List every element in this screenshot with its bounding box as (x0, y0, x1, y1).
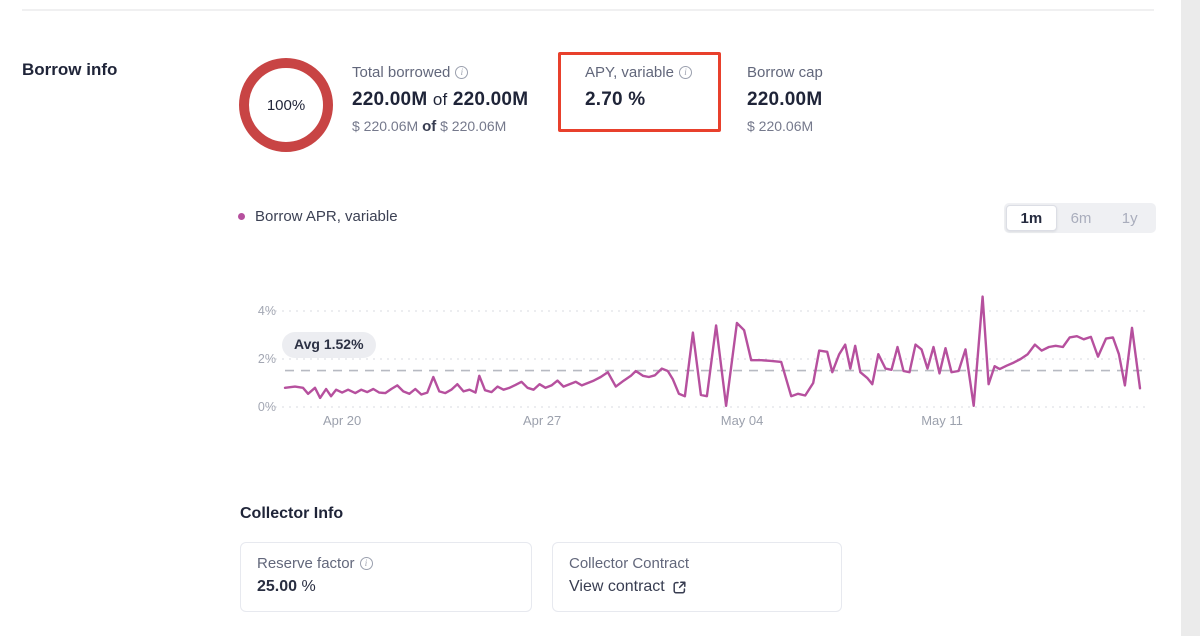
svg-text:4%: 4% (258, 304, 276, 318)
total-borrowed-usd: $ 220.06M (352, 118, 419, 134)
legend-label: Borrow APR, variable (255, 208, 398, 225)
info-icon[interactable]: i (678, 66, 692, 79)
page-title: Borrow info (22, 60, 118, 79)
scrollbar[interactable] (1181, 0, 1200, 636)
svg-text:2%: 2% (258, 352, 276, 366)
range-button-1m[interactable]: 1m (1006, 205, 1057, 231)
range-button-1y[interactable]: 1y (1105, 205, 1154, 231)
apy-value: 2.70 (585, 89, 623, 110)
reserve-factor-unit: % (301, 578, 316, 595)
range-button-6m[interactable]: 6m (1057, 205, 1106, 231)
view-contract-link[interactable]: View contract (569, 578, 825, 596)
apy-unit: % (628, 89, 646, 110)
borrow-cap-label: Borrow cap (747, 64, 823, 81)
reserve-factor-label: Reserve factor (257, 555, 355, 572)
borrow-usage-gauge: 100% (239, 58, 333, 152)
top-divider (22, 9, 1154, 11)
svg-text:0%: 0% (258, 400, 276, 414)
total-borrowed-usd-max: $ 220.06M (440, 118, 507, 134)
stat-apy-variable: APY, variable i 2.70 % (585, 64, 692, 111)
external-link-icon (673, 580, 686, 594)
borrow-cap-value: 220.00M (747, 89, 823, 110)
time-range-selector: 1m 6m 1y (1004, 203, 1156, 233)
collector-info-title: Collector Info (240, 505, 344, 522)
avg-apr-badge: Avg 1.52% (282, 332, 376, 358)
apy-annotation-box (558, 52, 721, 132)
of-separator: of (432, 90, 448, 109)
total-borrowed-label: Total borrowed (352, 64, 451, 81)
view-contract-label: View contract (569, 578, 665, 595)
of-separator: of (422, 118, 437, 135)
stat-total-borrowed: Total borrowed i 220.00M of 220.00M $ 22… (352, 64, 528, 135)
borrow-apr-chart: 0% 2% 4% Apr 20 Apr 27 May 04 May 11 (230, 288, 1150, 434)
gauge-value: 100% (266, 96, 306, 114)
reserve-factor-value: 25.00 (257, 578, 298, 595)
collector-contract-label: Collector Contract (569, 555, 690, 572)
info-icon[interactable]: i (359, 557, 373, 570)
borrow-cap-usd: $ 220.06M (747, 118, 814, 134)
reserve-factor-card: Reserve factor i 25.00 % (240, 542, 532, 612)
legend-dot-icon (238, 213, 245, 220)
svg-text:May 04: May 04 (721, 413, 764, 428)
total-borrowed-value: 220.00M (352, 89, 428, 110)
collector-contract-card: Collector Contract View contract (552, 542, 842, 612)
apy-label: APY, variable (585, 64, 674, 81)
total-borrowed-max: 220.00M (452, 89, 529, 110)
info-icon[interactable]: i (455, 66, 469, 79)
svg-text:Apr 27: Apr 27 (523, 413, 561, 428)
stat-borrow-cap: Borrow cap 220.00M $ 220.06M (747, 64, 823, 134)
svg-text:Apr 20: Apr 20 (323, 413, 361, 428)
chart-legend: Borrow APR, variable (238, 208, 398, 225)
svg-text:May 11: May 11 (921, 413, 963, 428)
borrow-apr-chart-svg: 0% 2% 4% Apr 20 Apr 27 May 04 May 11 (258, 295, 1145, 428)
